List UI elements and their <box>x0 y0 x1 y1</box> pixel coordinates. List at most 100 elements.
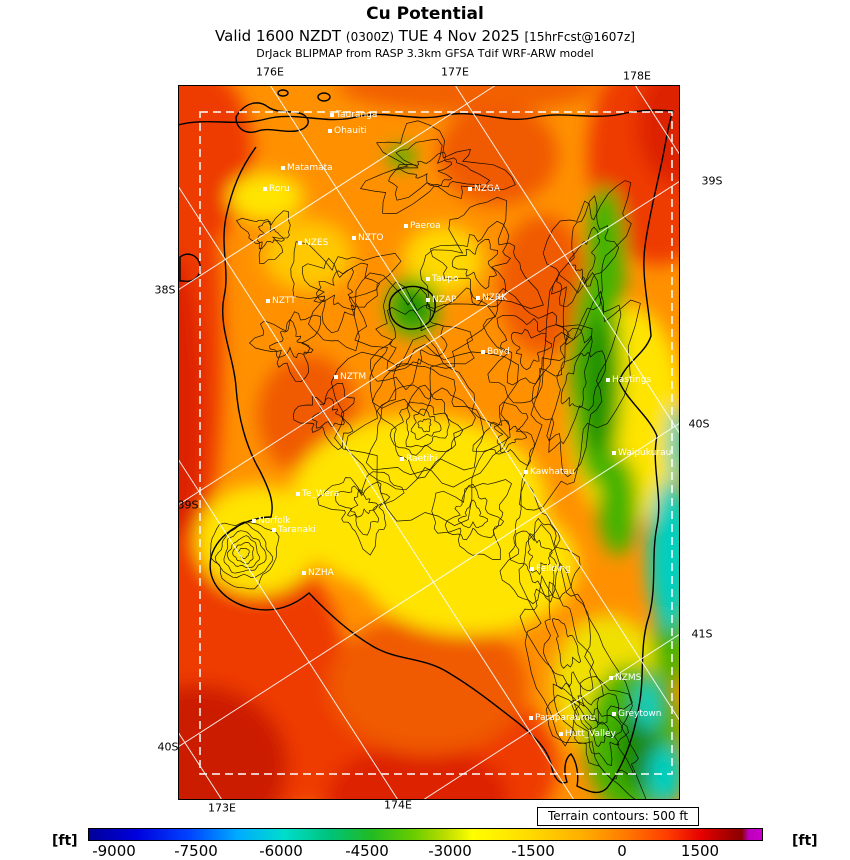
axis-label-177e: 177E <box>441 65 469 79</box>
place-label: Kawhatau <box>530 467 575 477</box>
map-image <box>178 85 680 800</box>
place-label: NZMS <box>615 673 642 683</box>
place-dot-icon <box>298 240 302 245</box>
place-label: Greytown <box>618 709 662 719</box>
axis-label-40s: 40S <box>688 417 710 431</box>
place-marker-taranaki: Taranaki <box>272 526 316 535</box>
axis-label-174e: 174E <box>384 798 412 812</box>
axis-label-176e: 176E <box>256 65 284 79</box>
terrain-contours <box>210 120 646 800</box>
place-dot-icon <box>468 186 472 191</box>
place-marker-feilding: Feilding <box>530 565 571 574</box>
place-label: Matamata <box>287 163 333 173</box>
place-dot-icon <box>530 566 534 571</box>
forecast-hour: [15hrFcst@1607z] <box>524 30 635 44</box>
plot-border <box>178 85 680 800</box>
unit-label-right: [ft] <box>792 833 818 849</box>
place-marker-nztt: NZTT <box>266 297 296 306</box>
place-marker-nzga: NZGA <box>468 185 500 194</box>
place-dot-icon <box>281 165 285 170</box>
place-label: Norfolk <box>258 516 291 526</box>
latlon-grid <box>178 85 680 800</box>
place-label: Roru <box>269 184 290 194</box>
place-dot-icon <box>266 298 270 303</box>
colorbar-tick--1500: -1500 <box>511 842 555 860</box>
place-marker-nztm: NZTM <box>334 373 366 382</box>
place-marker-te_wera: Te_Wera <box>296 490 339 499</box>
place-label: NZTO <box>358 233 384 243</box>
place-label: Waipukurau <box>618 448 672 458</box>
axis-label-39s: 39S <box>701 174 723 188</box>
place-label: Raetihi <box>406 454 438 464</box>
place-label: NZRK <box>482 293 508 303</box>
valid-zulu: (0300Z) <box>345 30 395 44</box>
place-label: NZAP <box>432 295 457 305</box>
place-marker-nzrk: NZRK <box>476 294 507 303</box>
place-marker-boyd: Boyd <box>481 348 510 357</box>
colorbar-tick--3000: -3000 <box>428 842 472 860</box>
place-label: Paeroa <box>410 221 441 231</box>
colorbar-tick--9000: -9000 <box>92 842 136 860</box>
place-label: Boyd <box>487 347 510 357</box>
place-marker-nzms: NZMS <box>609 674 641 683</box>
place-dot-icon <box>352 235 356 240</box>
place-dot-icon <box>330 112 334 117</box>
axis-label-38s: 38S <box>154 283 176 297</box>
place-dot-icon <box>334 374 338 379</box>
place-marker-paeroa: Paeroa <box>404 222 441 231</box>
place-label: Hutt_Valley <box>565 729 616 739</box>
colorbar-tick--4500: -4500 <box>345 842 389 860</box>
place-dot-icon <box>302 570 306 575</box>
domain-dashed-box <box>199 111 673 775</box>
place-dot-icon <box>252 518 256 523</box>
place-marker-norfolk: Norfolk <box>252 517 290 526</box>
place-marker-ohauiti: Ohauiti <box>328 127 367 136</box>
place-marker-nzes: NZES <box>298 239 328 248</box>
header: Cu Potential Valid 1600 NZDT (0300Z) TUE… <box>0 4 850 60</box>
colorbar-tick--7500: -7500 <box>174 842 218 860</box>
place-label: Tauranga <box>336 110 378 120</box>
axis-label-173e: 173E <box>208 801 236 815</box>
place-dot-icon <box>609 675 613 680</box>
place-dot-icon <box>400 456 404 461</box>
place-dot-icon <box>426 276 430 281</box>
valid-time: Valid 1600 NZDT <box>215 27 342 45</box>
place-label: NZTT <box>272 296 296 306</box>
place-label: Hastings <box>612 375 652 385</box>
axis-label-40s: 40S <box>157 740 179 754</box>
place-dot-icon <box>529 715 533 720</box>
place-dot-icon <box>476 295 480 300</box>
place-marker-nzto: NZTO <box>352 234 383 243</box>
colorbar <box>88 828 763 841</box>
place-marker-nzha: NZHA <box>302 569 334 578</box>
place-label: Taupo <box>432 274 459 284</box>
place-label: Paraparaumu <box>535 713 596 723</box>
colorbar-tick--6000: -6000 <box>259 842 303 860</box>
axis-label-41s: 41S <box>691 627 713 641</box>
place-label: Te_Wera <box>302 489 340 499</box>
axis-label-39s: 39S <box>177 498 199 512</box>
axis-label-178e: 178E <box>623 69 651 83</box>
coastline <box>178 89 674 794</box>
place-dot-icon <box>272 527 276 532</box>
place-marker-hastings: Hastings <box>606 376 651 385</box>
place-label: Taranaki <box>278 525 316 535</box>
place-marker-waipukurau: Waipukurau <box>612 449 671 458</box>
page-title: Cu Potential <box>366 4 484 24</box>
place-marker-nzap: NZAP <box>426 296 456 305</box>
colorbar-tick-1500: 1500 <box>680 842 720 860</box>
potential-color-field <box>178 85 680 800</box>
place-marker-raetihi: Raetihi <box>400 455 437 464</box>
place-label: NZHA <box>308 568 334 578</box>
place-dot-icon <box>612 450 616 455</box>
place-label: NZTM <box>340 372 367 382</box>
place-marker-tauranga: Tauranga <box>330 111 377 120</box>
place-dot-icon <box>296 491 300 496</box>
place-marker-greytown: Greytown <box>612 710 661 719</box>
place-dot-icon <box>404 223 408 228</box>
valid-line: Valid 1600 NZDT (0300Z) TUE 4 Nov 2025 [… <box>0 27 850 45</box>
place-dot-icon <box>328 128 332 133</box>
place-marker-taupo: Taupo <box>426 275 458 284</box>
place-dot-icon <box>559 731 563 736</box>
